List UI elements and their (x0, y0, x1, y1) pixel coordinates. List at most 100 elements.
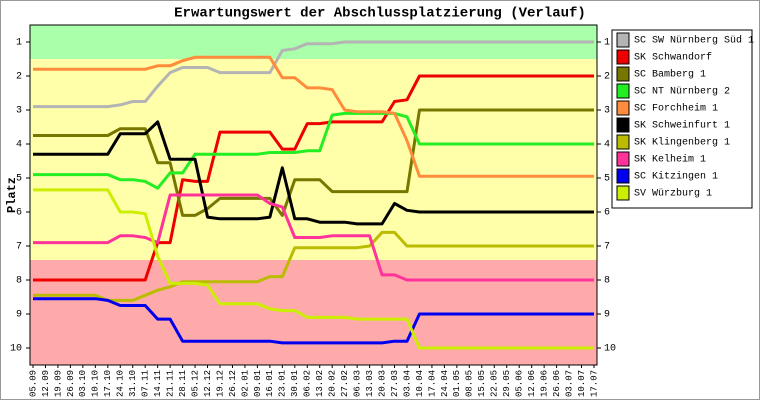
series-line (33, 55, 594, 178)
x-tick-label: 03.04 (402, 370, 412, 397)
y-tick-label: 7 (16, 242, 22, 253)
legend-label: SC Kitzingen 1 (634, 171, 718, 183)
x-tick-label: 27.03 (390, 370, 400, 397)
legend-swatch (616, 134, 630, 150)
x-tick-label: 26.09 (66, 370, 76, 397)
x-tick-label: 05.09 (28, 370, 38, 397)
series-line (33, 297, 594, 345)
x-tick-label: 20.02 (328, 370, 338, 397)
legend-swatch (616, 66, 630, 82)
plot-border (29, 24, 598, 366)
y2-tick-label: 10 (604, 344, 616, 355)
y-tick-label: 2 (16, 72, 22, 83)
series-line (33, 40, 594, 109)
y2-tick-label: 4 (604, 140, 610, 151)
x-tick-label: 19.12 (215, 370, 225, 397)
series-line (33, 230, 594, 302)
x-tick-label: 22.05 (490, 370, 500, 397)
y-tick-label: 4 (16, 140, 22, 151)
x-tick-label: 17.04 (427, 370, 437, 397)
y2-tick-label: 5 (604, 174, 610, 185)
legend-label: SK Schweinfurt 1 (634, 120, 730, 132)
y2-tick-label: 7 (604, 242, 610, 253)
x-tick-label: 01.05 (452, 370, 462, 397)
x-tick-label: 17.07 (589, 370, 599, 397)
x-tick-label: 12.06 (527, 370, 537, 397)
y2-tick-label: 9 (604, 310, 610, 321)
x-tick-label: 23.01 (278, 370, 288, 397)
legend (611, 29, 753, 209)
x-tick-label: 06.02 (303, 370, 313, 397)
x-tick-label: 08.05 (465, 370, 475, 397)
y-axis-label: Platz (5, 177, 19, 213)
legend-swatch (616, 100, 630, 116)
legend-label: SC Bamberg 1 (634, 69, 706, 81)
x-tick-label: 03.10 (78, 370, 88, 397)
x-tick-label: 06.03 (353, 370, 363, 397)
x-tick-label: 16.01 (265, 370, 275, 397)
x-tick-label: 15.05 (477, 370, 487, 397)
x-tick-label: 19.06 (540, 370, 550, 397)
series-line (33, 74, 594, 282)
chart-title: Erwartungswert der Abschlussplatzierung … (174, 6, 586, 22)
legend-swatch (616, 32, 630, 48)
y-tick-label: 5 (16, 174, 22, 185)
legend-label: SK Klingenberg 1 (634, 137, 730, 149)
series-line (33, 108, 594, 217)
x-tick-label: 19.09 (53, 370, 63, 397)
x-tick-label: 21.11 (166, 370, 176, 397)
y-tick-label: 9 (16, 310, 22, 321)
legend-swatch (616, 117, 630, 133)
y2-tick-label: 3 (604, 106, 610, 117)
x-tick-label: 29.05 (502, 370, 512, 397)
y2-tick-label: 2 (604, 72, 610, 83)
x-tick-label: 24.04 (440, 370, 450, 397)
x-tick-label: 17.10 (103, 370, 113, 397)
series-line (33, 193, 594, 282)
legend-swatch (616, 83, 630, 99)
series-line (33, 188, 594, 350)
legend-label: SC SW Nürnberg Süd 1 (634, 35, 754, 47)
legend-label: SV Würzburg 1 (634, 188, 712, 200)
x-tick-label: 13.02 (315, 370, 325, 397)
y-tick-label: 10 (10, 344, 22, 355)
middle-zone (30, 59, 597, 260)
series-line (33, 111, 594, 190)
y-tick-label: 6 (16, 208, 22, 219)
y-tick-label: 1 (16, 38, 22, 49)
x-tick-label: 28.11 (178, 370, 188, 397)
x-tick-label: 12.09 (41, 370, 51, 397)
x-tick-label: 10.10 (91, 370, 101, 397)
x-tick-label: 09.01 (253, 370, 263, 397)
x-tick-label: 27.02 (340, 370, 350, 397)
legend-label: SK Schwandorf (634, 52, 712, 64)
x-tick-label: 14.11 (153, 370, 163, 397)
legend-swatch (616, 185, 630, 201)
y-tick-label: 3 (16, 106, 22, 117)
x-tick-label: 12.12 (203, 370, 213, 397)
legend-swatch (616, 49, 630, 65)
x-tick-label: 13.03 (365, 370, 375, 397)
plot (33, 40, 594, 350)
legend-swatch (616, 151, 630, 167)
legend-swatch (616, 168, 630, 184)
x-tick-label: 05.12 (190, 370, 200, 397)
x-tick-label: 10.04 (415, 370, 425, 397)
x-tick-label: 24.10 (116, 370, 126, 397)
x-tick-label: 26.06 (552, 370, 562, 397)
x-tick-label: 10.07 (577, 370, 587, 397)
y-tick-label: 8 (16, 276, 22, 287)
x-tick-label: 02.01 (240, 370, 250, 397)
x-tick-label: 07.11 (141, 370, 151, 397)
y2-tick-label: 6 (604, 208, 610, 219)
x-tick-label: 31.10 (128, 370, 138, 397)
y2-tick-label: 1 (604, 38, 610, 49)
legend-label: SK Kelheim 1 (634, 154, 706, 166)
x-tick-label: 30.01 (290, 370, 300, 397)
x-tick-label: 20.03 (377, 370, 387, 397)
y2-tick-label: 8 (604, 276, 610, 287)
x-tick-label: 03.07 (564, 370, 574, 397)
x-tick-label: 26.12 (228, 370, 238, 397)
x-tick-label: 05.06 (515, 370, 525, 397)
